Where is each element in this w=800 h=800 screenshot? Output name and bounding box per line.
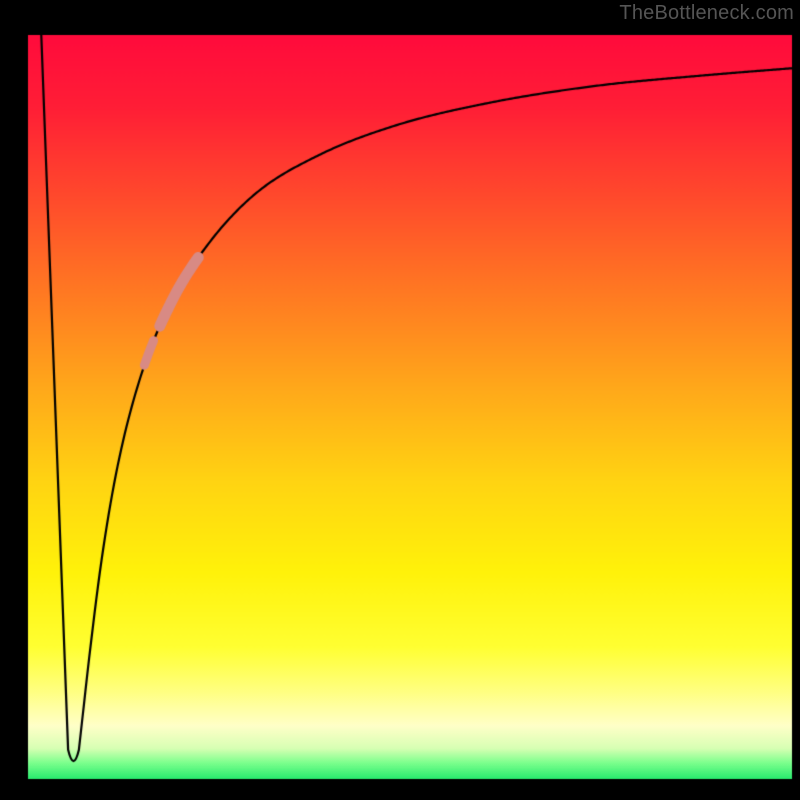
watermark-label: TheBottleneck.com [619, 2, 794, 25]
chart-canvas [0, 0, 800, 800]
